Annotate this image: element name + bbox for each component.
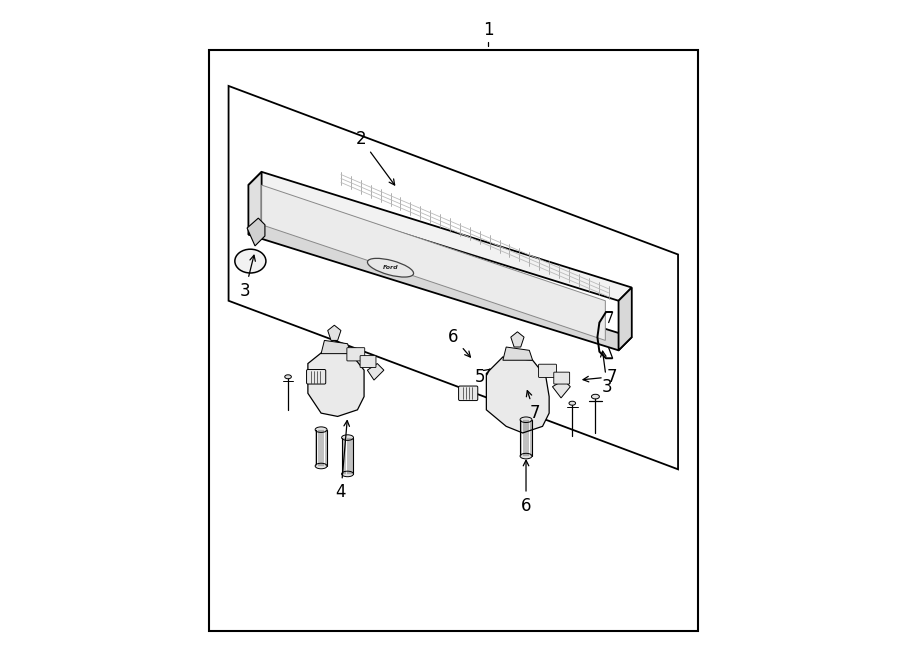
Ellipse shape xyxy=(367,258,414,277)
Polygon shape xyxy=(553,380,571,398)
Ellipse shape xyxy=(284,375,292,379)
FancyBboxPatch shape xyxy=(307,369,326,384)
Ellipse shape xyxy=(520,453,532,459)
Text: 3: 3 xyxy=(600,351,613,396)
FancyBboxPatch shape xyxy=(459,386,478,401)
Polygon shape xyxy=(503,347,533,360)
FancyBboxPatch shape xyxy=(346,348,364,361)
Ellipse shape xyxy=(315,427,327,432)
FancyBboxPatch shape xyxy=(554,372,570,384)
Text: 3: 3 xyxy=(239,255,256,300)
Polygon shape xyxy=(308,350,364,416)
Polygon shape xyxy=(248,172,632,301)
Polygon shape xyxy=(248,172,262,235)
Ellipse shape xyxy=(591,394,599,399)
Polygon shape xyxy=(248,218,265,246)
Polygon shape xyxy=(618,288,632,350)
Ellipse shape xyxy=(235,249,266,273)
FancyBboxPatch shape xyxy=(538,364,556,377)
Polygon shape xyxy=(328,325,341,340)
Text: 4: 4 xyxy=(336,420,349,502)
Text: 7: 7 xyxy=(526,391,540,422)
Polygon shape xyxy=(367,364,384,380)
Ellipse shape xyxy=(315,463,327,469)
Bar xyxy=(209,50,698,631)
FancyBboxPatch shape xyxy=(360,356,376,368)
Text: 7: 7 xyxy=(583,368,617,386)
Ellipse shape xyxy=(520,417,532,422)
Ellipse shape xyxy=(342,471,354,477)
Text: 5: 5 xyxy=(474,368,490,386)
Ellipse shape xyxy=(569,401,576,405)
Text: 6: 6 xyxy=(521,460,531,515)
Polygon shape xyxy=(321,340,351,354)
Text: 1: 1 xyxy=(483,20,494,39)
Polygon shape xyxy=(229,86,678,469)
Polygon shape xyxy=(248,221,632,350)
Polygon shape xyxy=(486,357,549,433)
Ellipse shape xyxy=(342,435,354,440)
Text: 6: 6 xyxy=(448,328,471,357)
Polygon shape xyxy=(511,332,524,347)
Polygon shape xyxy=(262,185,606,340)
Text: Ford: Ford xyxy=(382,265,399,270)
Text: 2: 2 xyxy=(356,130,395,185)
